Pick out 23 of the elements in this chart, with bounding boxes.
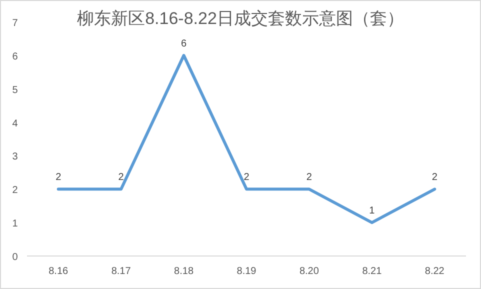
x-tick-label: 8.20 [299,266,320,277]
data-label: 2 [118,172,124,184]
y-tick-label: 0 [12,252,18,263]
data-label: 2 [56,172,62,184]
data-label: 6 [181,38,188,50]
y-tick-label: 2 [12,185,18,196]
x-tick-label: 8.18 [174,266,194,277]
x-tick-label: 8.19 [236,266,257,277]
data-label: 1 [369,206,376,217]
chart-title: 柳东新区8.16-8.22日成交套数示意图（套） [77,9,404,28]
data-label: 2 [432,172,438,184]
x-tick-label: 8.22 [424,266,445,277]
y-tick-label: 5 [12,84,18,96]
y-tick-label: 4 [12,118,18,130]
y-tick-label: 1 [12,218,18,230]
x-tick-label: 8.17 [111,266,132,277]
y-tick-label: 7 [12,18,18,29]
data-label: 2 [306,172,312,184]
y-tick-label: 6 [12,51,18,62]
data-label: 2 [244,172,250,184]
x-tick-label: 8.21 [362,266,382,277]
x-tick-label: 8.16 [48,266,69,277]
y-tick-label: 3 [12,152,18,163]
